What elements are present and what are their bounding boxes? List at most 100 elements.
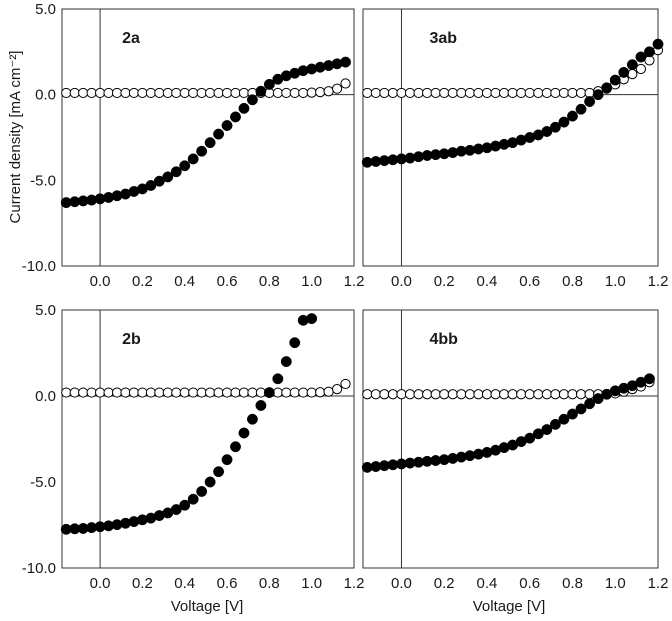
open-circle-point <box>498 87 510 99</box>
open-circle-point <box>404 87 416 99</box>
open-circle-point <box>213 87 224 99</box>
panel-label: 3ab <box>429 30 457 47</box>
open-circle-point <box>550 87 561 99</box>
open-circle-point <box>533 87 544 99</box>
x-tick-label: 0.8 <box>259 575 280 592</box>
open-circle-point <box>516 389 527 400</box>
filled-circle-point <box>255 400 267 411</box>
open-circle-point <box>558 389 570 400</box>
x-tick-label: 0.6 <box>519 273 540 290</box>
open-circle-point <box>490 87 501 99</box>
open-circle-point <box>340 378 351 390</box>
open-circle-point <box>533 389 544 400</box>
x-axis-title-right: Voltage [V] <box>473 598 546 615</box>
y-tick-label: -10.0 <box>22 258 56 275</box>
open-circle-point <box>94 387 106 398</box>
filled-circle-point <box>196 145 208 157</box>
open-circle-point <box>137 87 148 99</box>
plot-frame <box>362 309 659 569</box>
filled-circle-point <box>187 493 199 505</box>
open-circle-point <box>188 87 199 99</box>
panel-2a: 0.0 0.2 0.4 0.6 0.8 1.0 1.2 5.0 0.0 -5.0 -10.0 2a <box>22 1 365 290</box>
x-tick-label: 0.2 <box>132 575 153 592</box>
open-circle-point <box>447 389 458 400</box>
open-circle-point <box>541 389 552 400</box>
open-circle-point <box>306 87 317 98</box>
open-circle-point <box>281 87 292 99</box>
x-tick-label: 0.6 <box>217 575 238 592</box>
filled-circle-point <box>549 121 561 133</box>
open-circle-point <box>205 387 216 398</box>
illuminated-curve <box>60 56 351 209</box>
open-circle-point <box>145 387 156 398</box>
filled-circle-point <box>584 398 596 410</box>
y-axis-title: Current density [mA cm⁻²] <box>7 51 24 224</box>
x-tick-label: 0.0 <box>391 273 412 290</box>
filled-circle-point <box>584 96 596 107</box>
x-tick-label: 0.0 <box>90 273 111 290</box>
open-circle-point <box>575 389 587 400</box>
open-circle-point <box>575 87 587 99</box>
open-circle-point <box>61 387 72 398</box>
open-circle-point <box>481 389 493 400</box>
open-circle-point <box>413 87 424 99</box>
open-circle-point <box>331 384 343 395</box>
filled-circle-point <box>221 454 233 466</box>
open-circle-point <box>362 87 373 99</box>
filled-circle-point <box>575 403 587 415</box>
open-circle-point <box>221 87 233 99</box>
open-circle-point <box>103 387 114 398</box>
open-circle-point <box>171 87 182 99</box>
y-tick-label: -5.0 <box>30 172 56 189</box>
filled-circle-point <box>196 486 208 497</box>
x-tick-label: 1.0 <box>301 575 322 592</box>
y-tick-label: 0.0 <box>35 388 56 405</box>
open-circle-point <box>298 87 309 99</box>
illuminated-curve <box>361 373 655 473</box>
filled-circle-point <box>592 393 604 405</box>
x-tick-label: 1.2 <box>344 273 365 290</box>
open-circle-point <box>379 389 390 400</box>
x-tick-label: 0.8 <box>259 273 280 290</box>
filled-circle-point <box>643 373 655 385</box>
filled-circle-point <box>541 424 553 435</box>
open-circle-point <box>162 387 173 398</box>
x-tick-label: 1.2 <box>344 575 365 592</box>
open-circle-point <box>196 387 207 398</box>
x-tick-label: 0.4 <box>477 575 498 592</box>
filled-circle-point <box>204 137 216 149</box>
open-circle-point <box>103 87 114 99</box>
open-circle-point <box>481 87 493 99</box>
open-circle-point <box>507 87 518 99</box>
panel-label: 2b <box>122 331 141 348</box>
x-tick-label: 0.8 <box>562 575 583 592</box>
open-circle-point <box>422 87 433 99</box>
open-circle-point <box>179 387 190 398</box>
open-circle-point <box>247 387 258 398</box>
open-circle-point <box>524 389 535 400</box>
open-circle-point <box>323 386 334 397</box>
filled-circle-point <box>635 51 647 63</box>
x-tick-label: 1.0 <box>301 273 322 290</box>
filled-circle-point <box>230 441 241 453</box>
open-circle-point <box>145 87 156 99</box>
dark-curve <box>362 377 655 400</box>
filled-circle-point <box>567 408 578 420</box>
open-circle-point <box>315 86 326 98</box>
open-circle-point <box>567 87 578 99</box>
open-circle-point <box>362 389 373 400</box>
open-circle-point <box>78 87 89 99</box>
x-tick-label: 0.6 <box>217 273 238 290</box>
open-circle-point <box>447 87 458 99</box>
open-circle-point <box>128 87 140 99</box>
open-circle-point <box>439 389 450 400</box>
open-circle-point <box>635 63 646 75</box>
filled-circle-point <box>340 56 351 68</box>
y-tick-label: 5.0 <box>35 302 56 319</box>
filled-circle-point <box>558 116 570 128</box>
illuminated-curve <box>361 38 664 168</box>
filled-circle-point <box>170 166 182 178</box>
filled-circle-point <box>246 413 258 425</box>
open-circle-point <box>507 389 518 400</box>
